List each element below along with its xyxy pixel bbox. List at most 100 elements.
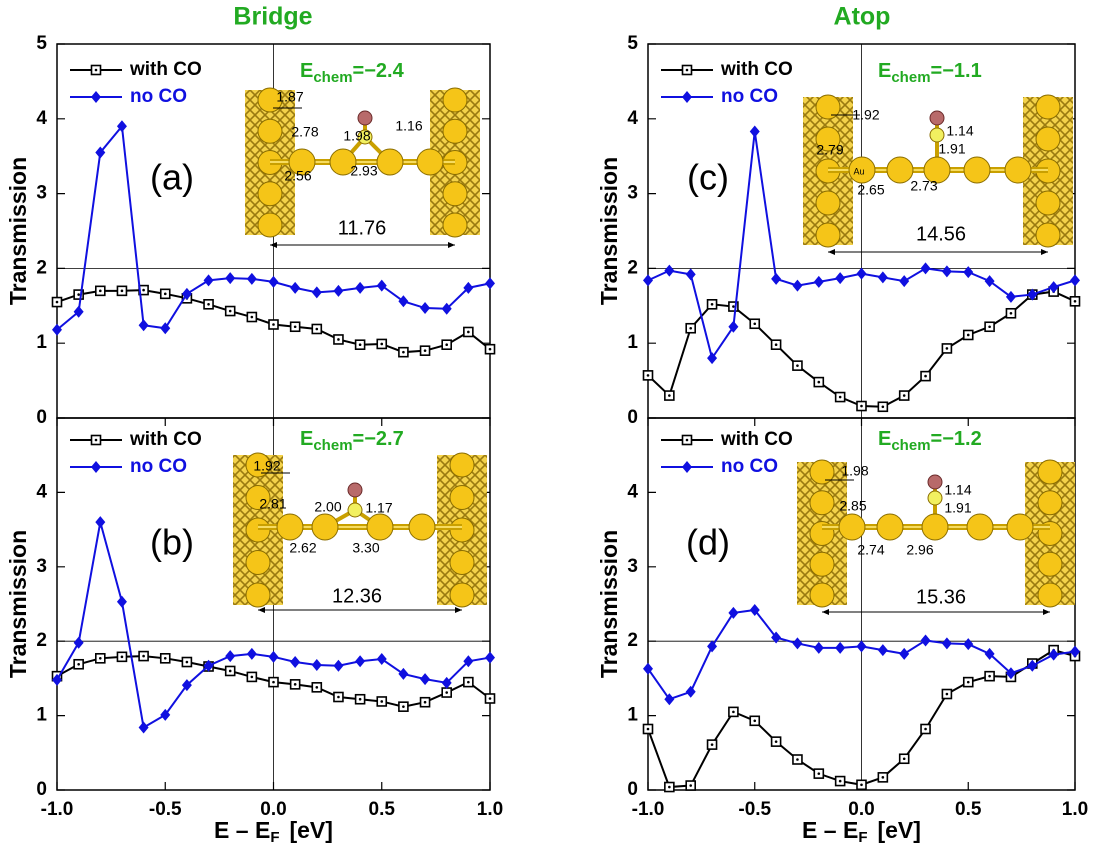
inset-label: 2.73 (910, 178, 937, 194)
oxygen-atom (347, 482, 363, 498)
inset-label: 1.87 (276, 89, 303, 105)
y-tick-label: 4 (627, 481, 638, 502)
x-tick-label: 0.0 (848, 799, 874, 820)
inset-label: 2.00 (314, 499, 341, 515)
chain-atom (366, 513, 394, 541)
x-label-text: E – E (802, 817, 858, 843)
marker-dot (860, 783, 863, 787)
electrode-atom (442, 87, 468, 113)
electrode-atom (449, 452, 475, 478)
diamond-marker (643, 662, 653, 675)
panel-label: (b) (150, 522, 194, 563)
diamond-marker (707, 640, 718, 653)
diamond-marker (682, 91, 692, 103)
marker-dot (817, 380, 821, 384)
square-marker (834, 775, 846, 787)
inset-label: 1.16 (395, 118, 422, 134)
marker-dot (337, 338, 340, 341)
chain-atom (408, 513, 436, 541)
y-axis-label: Transmission (596, 530, 622, 678)
square-marker (268, 319, 279, 330)
marker-dot (988, 325, 991, 329)
chain-atom (923, 156, 951, 184)
panel-label: (d) (686, 522, 730, 563)
marker-dot (423, 349, 427, 352)
diamond-marker (941, 265, 952, 278)
electrode-atom (257, 212, 283, 238)
square-marker (159, 653, 171, 664)
diamond-marker (116, 595, 127, 608)
marker-dot (488, 347, 492, 351)
marker-dot (685, 68, 689, 72)
carbon-atom (929, 127, 945, 143)
inset-label: 1.17 (365, 500, 392, 516)
diamond-marker (899, 647, 910, 660)
square-marker (685, 322, 697, 334)
diamond-marker (856, 267, 867, 280)
electrode-atom (449, 485, 475, 510)
square-marker (333, 691, 344, 703)
square-marker (419, 345, 431, 356)
square-marker (441, 339, 453, 350)
diamond-marker (771, 631, 782, 644)
diamond-marker (73, 305, 84, 318)
y-tick-label: 2 (36, 630, 47, 651)
square-marker (376, 338, 388, 350)
marker-dot (924, 727, 927, 731)
marker-dot (293, 683, 297, 686)
diamond-marker (355, 281, 366, 294)
carbon-atom (357, 129, 373, 145)
square-marker (664, 781, 675, 793)
diamond-marker (95, 146, 106, 159)
diamond-marker (707, 352, 718, 365)
square-marker (681, 434, 693, 446)
x-label-unit: [eV] (877, 817, 920, 843)
echem-subscript: chem (313, 69, 352, 86)
diamond-marker (1048, 281, 1059, 294)
square-marker (398, 701, 409, 712)
diamond-marker (1048, 648, 1059, 661)
square-marker (685, 780, 697, 791)
legend-label: no CO (721, 86, 778, 107)
square-marker (73, 658, 84, 670)
square-marker (749, 318, 761, 330)
y-tick-label: 4 (36, 108, 47, 129)
square-marker (984, 670, 995, 682)
inset-label: 2.56 (284, 168, 311, 184)
square-marker (664, 390, 675, 401)
marker-dot (402, 350, 405, 354)
diamond-marker (333, 284, 344, 297)
square-marker (398, 346, 409, 358)
chain-atom (921, 513, 949, 541)
square-marker (311, 323, 323, 335)
diamond-marker (856, 640, 867, 653)
square-marker (73, 289, 84, 300)
electrode-atom (257, 118, 283, 144)
square-marker (813, 376, 825, 388)
marker-dot (77, 293, 80, 296)
inset-label: 2.96 (906, 542, 933, 558)
diamond-marker (268, 275, 279, 288)
carbon-atom (927, 490, 943, 506)
marker-dot (710, 303, 714, 306)
y-tick-label: 1 (36, 705, 47, 726)
y-axis-label: Transmission (5, 157, 31, 305)
diamond-marker (941, 637, 952, 650)
diamond-marker (963, 638, 974, 651)
diamond-marker (181, 679, 192, 692)
square-marker (419, 696, 431, 708)
marker-dot (99, 657, 102, 660)
diamond-marker (203, 274, 214, 287)
y-tick-label: 0 (627, 407, 638, 428)
x-tick-label: 0.5 (369, 799, 396, 820)
diamond-marker (225, 650, 236, 663)
y-tick-label: 2 (36, 257, 47, 278)
diamond-marker (485, 651, 495, 664)
square-marker (463, 676, 474, 688)
marker-dot (924, 374, 927, 378)
diamond-marker (91, 461, 101, 473)
marker-dot (120, 655, 124, 659)
inset-label: 1.98 (841, 463, 868, 479)
y-tick-label: 5 (627, 33, 638, 54)
marker-dot (988, 674, 991, 678)
